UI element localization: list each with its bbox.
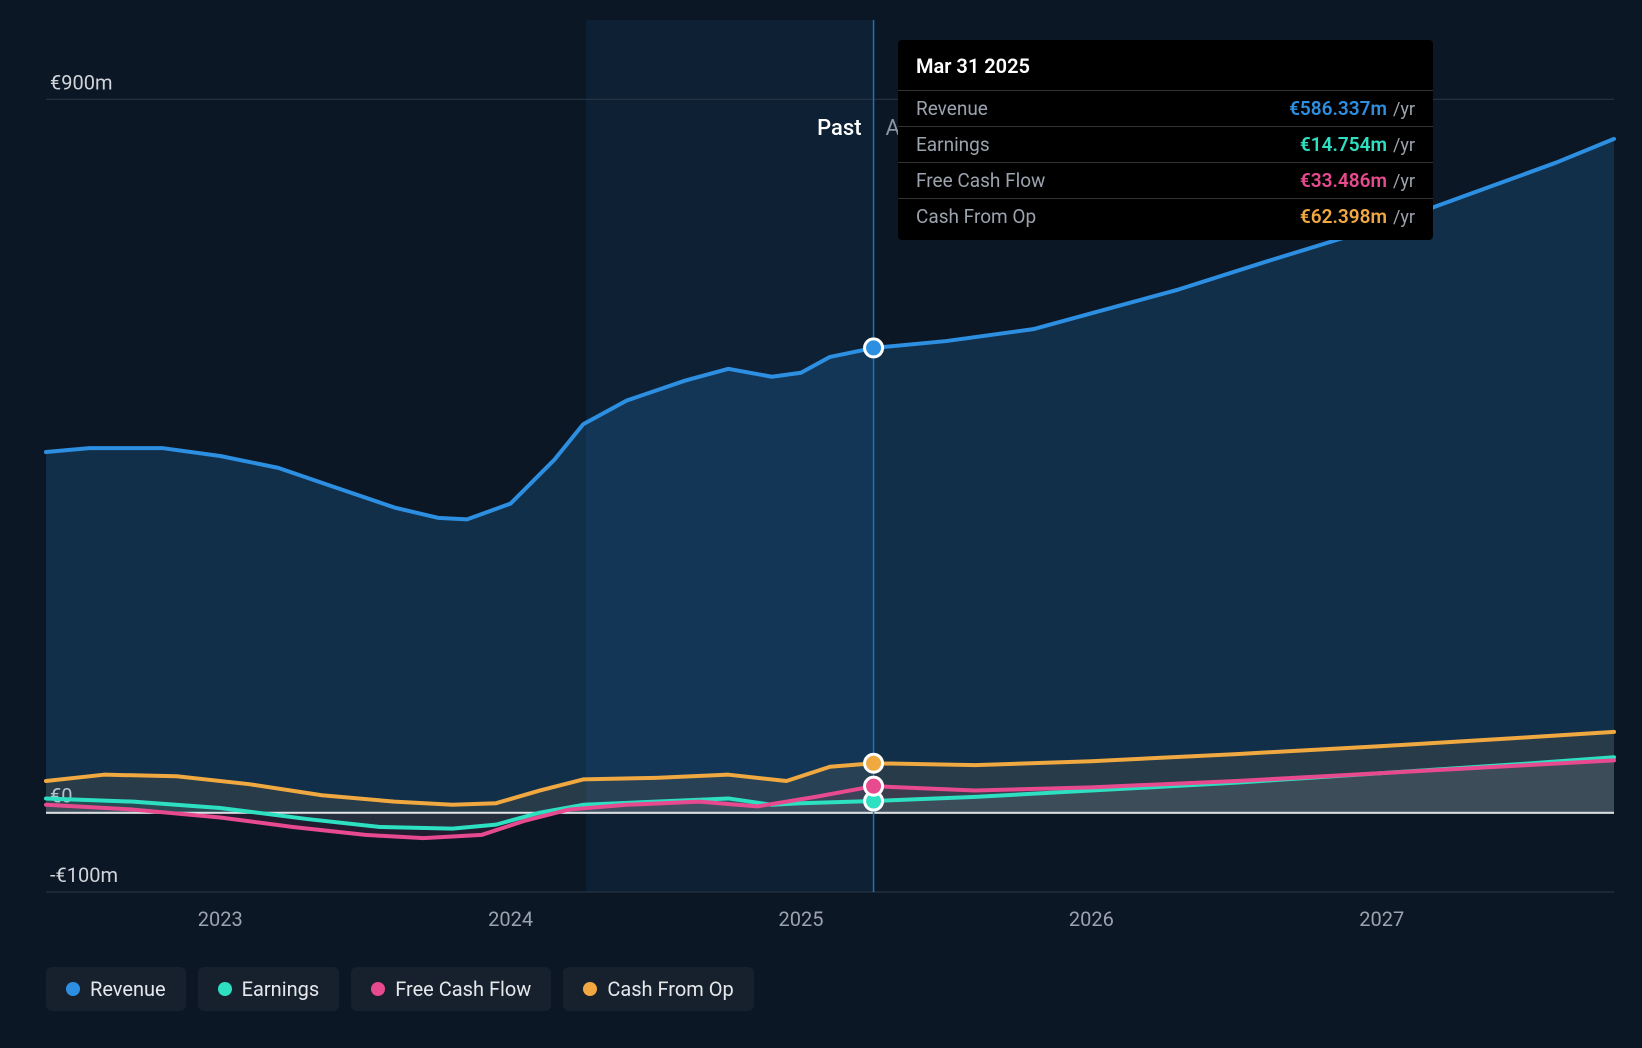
- tooltip-row-unit: /yr: [1393, 207, 1415, 228]
- legend-swatch: [583, 982, 597, 996]
- legend-item-cfo[interactable]: Cash From Op: [563, 967, 753, 1011]
- tooltip-date: Mar 31 2025: [898, 50, 1433, 91]
- legend-swatch: [66, 982, 80, 996]
- legend-swatch: [218, 982, 232, 996]
- legend-item-fcf[interactable]: Free Cash Flow: [351, 967, 551, 1011]
- legend-swatch: [371, 982, 385, 996]
- tooltip-row-label: Revenue: [916, 97, 1289, 120]
- legend-label: Revenue: [90, 977, 166, 1001]
- tooltip-row-label: Cash From Op: [916, 205, 1300, 228]
- y-axis-label: -€100m: [50, 863, 118, 887]
- chart-legend: Revenue Earnings Free Cash Flow Cash From O…: [46, 967, 754, 1011]
- tooltip-row-unit: /yr: [1393, 99, 1415, 120]
- tooltip-row: Revenue€586.337m/yr: [898, 91, 1433, 127]
- tooltip-row-value: €33.486m: [1300, 169, 1387, 192]
- legend-label: Earnings: [242, 977, 320, 1001]
- tooltip-row-label: Earnings: [916, 133, 1300, 156]
- financial-chart: €900m€0-€100mPastAnalysts Forecasts20232…: [0, 0, 1642, 1048]
- legend-label: Cash From Op: [607, 977, 733, 1001]
- chart-tooltip: Mar 31 2025 Revenue€586.337m/yrEarnings€…: [898, 40, 1433, 240]
- tooltip-row: Cash From Op€62.398m/yr: [898, 199, 1433, 240]
- tooltip-row: Earnings€14.754m/yr: [898, 127, 1433, 163]
- y-axis-label: €900m: [50, 70, 113, 94]
- series-marker-cfo: [865, 754, 883, 772]
- tooltip-row-value: €14.754m: [1300, 133, 1387, 156]
- tooltip-row: Free Cash Flow€33.486m/yr: [898, 163, 1433, 199]
- legend-label: Free Cash Flow: [395, 977, 531, 1001]
- legend-item-revenue[interactable]: Revenue: [46, 967, 186, 1011]
- x-axis-label: 2025: [778, 907, 823, 931]
- tooltip-row-unit: /yr: [1393, 135, 1415, 156]
- x-axis-label: 2027: [1359, 907, 1404, 931]
- tooltip-row-value: €62.398m: [1300, 205, 1387, 228]
- x-axis-label: 2023: [198, 907, 243, 931]
- series-marker-revenue: [865, 339, 883, 357]
- series-marker-fcf: [865, 777, 883, 795]
- tooltip-row-label: Free Cash Flow: [916, 169, 1300, 192]
- x-axis-label: 2026: [1069, 907, 1114, 931]
- legend-item-earnings[interactable]: Earnings: [198, 967, 340, 1011]
- x-axis-label: 2024: [488, 907, 533, 931]
- past-label: Past: [817, 116, 861, 141]
- tooltip-row-value: €586.337m: [1289, 97, 1387, 120]
- tooltip-row-unit: /yr: [1393, 171, 1415, 192]
